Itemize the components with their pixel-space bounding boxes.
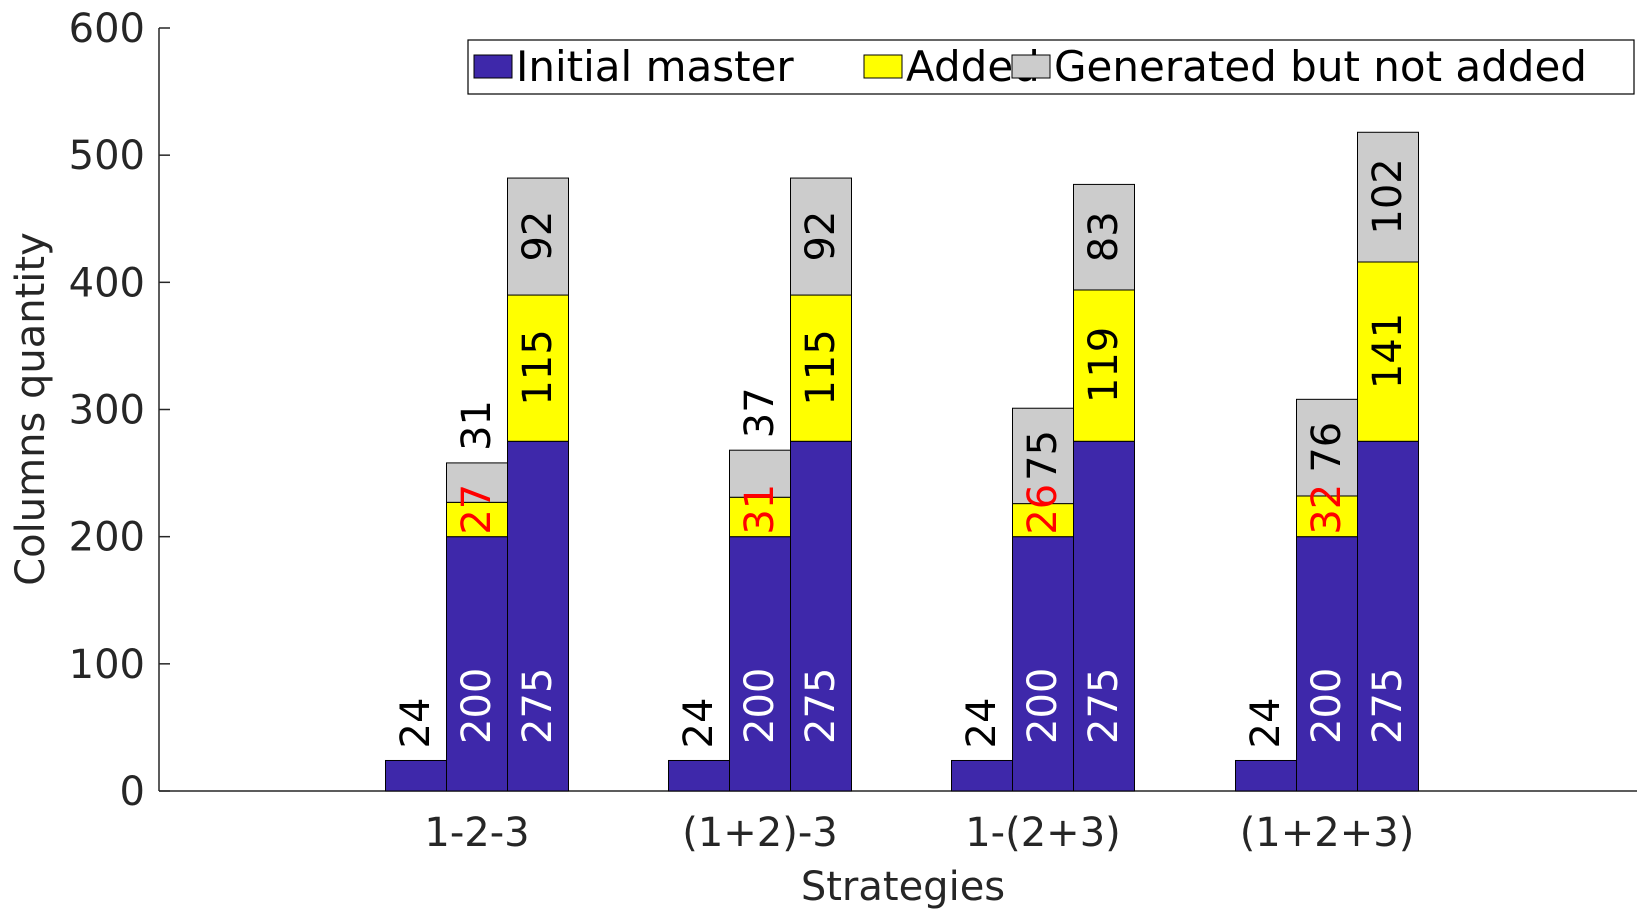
bar-segment-generated-but-not-added — [1012, 407, 1074, 505]
bar-segment-initial-master — [729, 536, 791, 792]
legend-swatch — [1011, 54, 1051, 79]
bar-value-label: 24 — [959, 698, 1005, 749]
y-tick-label: 100 — [69, 642, 145, 688]
x-axis-ticks: 1-2-3 (1+2)-3 1-(2+3) (1+2+3) — [424, 780, 1414, 856]
bar-value-label: 200 — [1304, 668, 1350, 744]
bar-value-label: 141 — [1365, 313, 1411, 389]
bar-segment-generated-but-not-added — [446, 462, 508, 503]
x-tick-label: (1+2+3) — [1240, 810, 1415, 856]
bar-value-label: 275 — [515, 668, 561, 744]
bar-value-label: 102 — [1365, 158, 1411, 234]
bar-value-label: 275 — [798, 668, 844, 744]
bar-segment-generated-but-not-added — [729, 449, 791, 498]
bar-value-label: 26 — [1020, 484, 1066, 535]
y-axis-ticks: 0 100 200 300 400 500 600 — [69, 6, 170, 815]
legend-swatch — [473, 54, 513, 79]
bar-value-label: 75 — [1020, 430, 1066, 481]
bar-segment-generated-but-not-added — [1073, 183, 1135, 291]
bar-segment-initial-master — [668, 759, 730, 792]
y-tick-label: 300 — [69, 388, 145, 434]
y-tick-label: 400 — [69, 260, 145, 306]
bar-value-label: 27 — [454, 484, 500, 535]
bar-value-label: 31 — [737, 484, 783, 535]
bar-value-label: 37 — [737, 387, 783, 438]
legend-entries: Initial master Added Generated but not add… — [473, 42, 1587, 91]
bar-value-label: 200 — [1020, 668, 1066, 744]
bar-value-label: 119 — [1081, 327, 1127, 403]
y-tick-label: 0 — [120, 769, 145, 815]
y-tick-label: 200 — [69, 515, 145, 561]
bar-segment-initial-master — [446, 536, 508, 792]
legend-label: Generated but not added — [1054, 42, 1587, 91]
bar-segment-initial-master — [1235, 759, 1297, 792]
bar-value-label: 115 — [515, 329, 561, 405]
bar-segment-initial-master — [1296, 536, 1358, 792]
legend-swatch — [863, 54, 903, 79]
bar-value-label: 24 — [393, 698, 439, 749]
bar-value-label: 115 — [798, 329, 844, 405]
bar-value-label: 32 — [1304, 484, 1350, 535]
x-tick-label: 1-(2+3) — [965, 810, 1121, 856]
bar-value-label: 31 — [454, 400, 500, 451]
bar-segment-initial-master — [1073, 440, 1135, 792]
bar-value-label: 92 — [515, 211, 561, 262]
bars-group — [385, 131, 1419, 792]
bar-segment-initial-master — [385, 759, 447, 792]
x-tick-label: 1-2-3 — [424, 810, 529, 856]
bar-value-label: 275 — [1081, 668, 1127, 744]
bar-value-label: 92 — [798, 211, 844, 262]
bar-value-label: 200 — [454, 668, 500, 744]
bar-labels-group: 24 200 27 31 275 115 92 24 200 31 37 275 115 92 24 200 2… — [393, 158, 1411, 748]
bar-segment-generated-but-not-added — [1357, 131, 1419, 263]
x-axis-title: Strategies — [801, 864, 1005, 909]
y-tick-label: 500 — [69, 133, 145, 179]
legend: Initial master Added Generated but not add… — [467, 39, 1635, 95]
bar-segment-added — [446, 501, 508, 538]
bar-segment-initial-master — [790, 440, 852, 792]
bar-segment-added — [790, 294, 852, 442]
bar-segment-initial-master — [507, 440, 569, 792]
bar-value-label: 76 — [1304, 422, 1350, 473]
bar-segment-added — [1296, 495, 1358, 538]
plot-area: 0 100 200 300 400 500 600 1-2-3 (1+2)-3 1-(2+3) (… — [69, 6, 1637, 856]
bar-segment-added — [1073, 289, 1135, 442]
bar-segment-added — [729, 496, 791, 538]
bar-value-label: 275 — [1365, 668, 1411, 744]
bar-segment-initial-master — [951, 759, 1013, 792]
legend-label: Initial master — [516, 42, 794, 91]
bar-value-label: 200 — [737, 668, 783, 744]
bar-segment-generated-but-not-added — [790, 177, 852, 296]
bar-segment-added — [1357, 261, 1419, 442]
bar-segment-initial-master — [1357, 440, 1419, 792]
bar-segment-initial-master — [1012, 536, 1074, 792]
y-axis-title: Columns quantity — [8, 232, 54, 586]
y-tick-label: 600 — [69, 6, 145, 52]
x-tick-label: (1+2)-3 — [682, 810, 838, 856]
bar-value-label: 24 — [1243, 698, 1289, 749]
bar-segment-generated-but-not-added — [507, 177, 569, 296]
legend-box — [467, 39, 1635, 95]
bar-value-label: 83 — [1081, 211, 1127, 262]
bar-value-label: 24 — [676, 698, 722, 749]
